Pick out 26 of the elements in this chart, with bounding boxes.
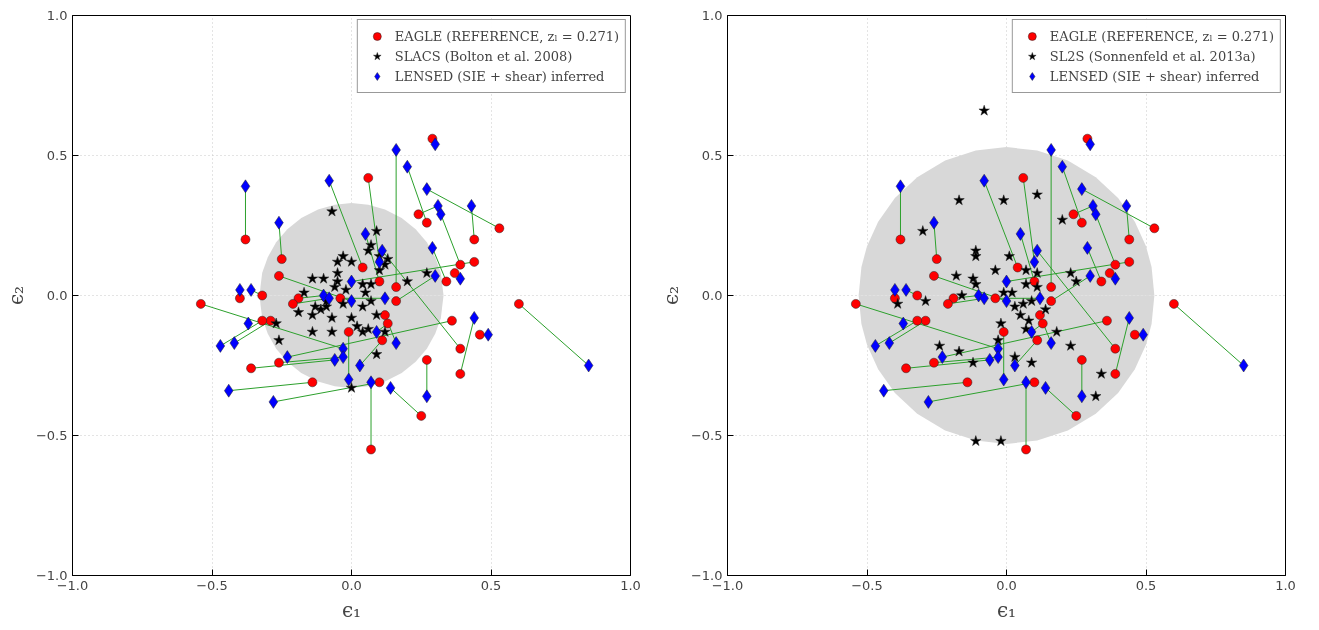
legend-label: EAGLE (REFERENCE, zₗ = 0.271) bbox=[394, 27, 619, 45]
y-tick-label: 0.0 bbox=[701, 288, 723, 303]
x-axis-title: ϵ₁ bbox=[996, 597, 1017, 622]
y-tick-label: 0.0 bbox=[46, 288, 68, 303]
y-tick-label: −0.5 bbox=[690, 428, 723, 443]
y-tick-label: 1.0 bbox=[46, 8, 68, 23]
x-tick-label: −0.5 bbox=[851, 577, 883, 593]
x-tick-label: −0.5 bbox=[196, 577, 228, 593]
y-axis-title: ϵ₂ bbox=[658, 285, 683, 306]
legend-label: SLACS (Bolton et al. 2008) bbox=[394, 47, 573, 65]
y-tick-label: −0.5 bbox=[35, 428, 68, 443]
x-axis-title: ϵ₁ bbox=[341, 597, 362, 622]
y-tick-label: 0.5 bbox=[701, 148, 723, 163]
legend-label: SL2S (Sonnenfeld et al. 2013a) bbox=[1049, 47, 1256, 65]
y-tick-label: 1.0 bbox=[701, 8, 723, 23]
x-tick-label: 1.0 bbox=[1275, 577, 1296, 593]
y-tick-label: 0.5 bbox=[46, 148, 68, 163]
legend-label: LENSED (SIE + shear) inferred bbox=[1049, 67, 1260, 85]
x-tick-label: 0.0 bbox=[341, 577, 362, 593]
legend-label: EAGLE (REFERENCE, zₗ = 0.271) bbox=[1049, 27, 1274, 45]
x-tick-label: 0.0 bbox=[996, 577, 1017, 593]
legend-label: LENSED (SIE + shear) inferred bbox=[394, 67, 605, 85]
x-tick-label: 1.0 bbox=[620, 577, 641, 593]
x-tick-label: 0.5 bbox=[1135, 577, 1157, 593]
x-tick-label: 0.5 bbox=[480, 577, 502, 593]
y-axis-title: ϵ₂ bbox=[3, 285, 28, 306]
